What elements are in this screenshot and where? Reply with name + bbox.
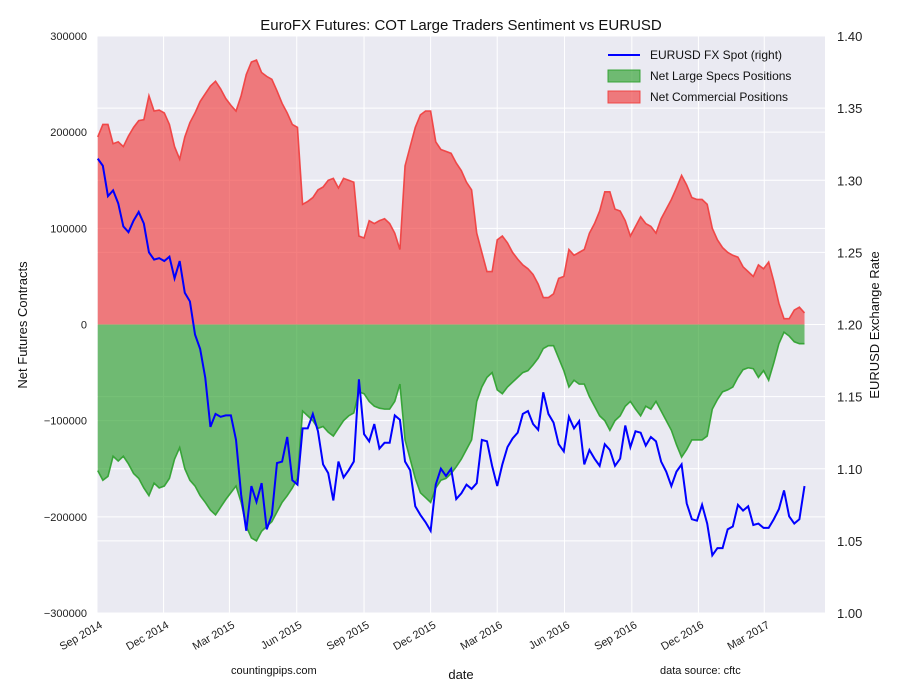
y-tick-right-2: 1.30 xyxy=(837,173,862,188)
x-tick-4: Sep 2015 xyxy=(325,619,372,653)
y-tick-right-4: 1.20 xyxy=(837,318,862,333)
footer-source-left: countingpips.com xyxy=(231,665,317,677)
y-tick-right-5: 1.15 xyxy=(837,390,862,405)
y-tick-right-0: 1.40 xyxy=(837,29,862,44)
x-axis-ticks: Sep 2014 Dec 2014 Mar 2015 Jun 2015 Sep 2015… xyxy=(58,619,772,653)
x-tick-7: Jun 2016 xyxy=(527,619,572,652)
y-axis-label-right: EURUSD Exchange Rate xyxy=(867,251,882,398)
line-series xyxy=(96,158,806,558)
chart-title: EuroFX Futures: COT Large Traders Sentim… xyxy=(260,17,662,34)
legend-swatch-net-large-specs-positions xyxy=(607,69,641,83)
legend-label-eurusd-fx-spot-right: EURUSD FX Spot (right) xyxy=(650,48,782,62)
x-tick-3: Jun 2015 xyxy=(259,619,304,652)
x-tick-6: Mar 2016 xyxy=(458,619,504,653)
legend-swatch-net-commercial-positions xyxy=(607,90,641,104)
footer-source-right: data source: cftc xyxy=(660,665,741,677)
x-tick-9: Dec 2016 xyxy=(659,619,706,653)
right-axis-ticks: 1.40 1.35 1.30 1.25 1.20 1.15 1.10 1.05 1.00 xyxy=(837,29,862,621)
y-axis-label-left: Net Futures Contracts xyxy=(15,261,30,389)
x-tick-2: Mar 2015 xyxy=(191,619,237,653)
line-eurusd-fx-spot-right xyxy=(96,158,806,558)
legend-label-net-large-specs-positions: Net Large Specs Positions xyxy=(650,69,791,83)
y-tick-right-3: 1.25 xyxy=(837,245,862,260)
y-tick-left-3: 0 xyxy=(81,320,87,332)
y-tick-right-8: 1.00 xyxy=(837,606,862,621)
left-axis-ticks: 300000 200000 100000 0 −100000 −200000 −300000 xyxy=(44,31,87,620)
x-tick-5: Dec 2015 xyxy=(391,619,438,653)
y-tick-left-6: −300000 xyxy=(44,608,87,620)
x-tick-10: Mar 2017 xyxy=(726,619,772,653)
legend: EURUSD FX Spot (right) Net Large Specs Po… xyxy=(607,48,791,104)
legend-label-net-commercial-positions: Net Commercial Positions xyxy=(650,90,788,104)
y-tick-right-6: 1.10 xyxy=(837,462,862,477)
x-tick-1: Dec 2014 xyxy=(124,619,171,653)
y-tick-left-1: 200000 xyxy=(50,127,87,139)
y-tick-left-5: −200000 xyxy=(44,512,87,524)
y-tick-left-0: 300000 xyxy=(50,31,87,43)
y-tick-left-2: 100000 xyxy=(50,223,87,235)
y-tick-right-7: 1.05 xyxy=(837,534,862,549)
y-tick-left-4: −100000 xyxy=(44,416,87,428)
area-fill-net-commercial-positions xyxy=(97,60,805,325)
x-tick-8: Sep 2016 xyxy=(593,619,640,653)
y-tick-right-1: 1.35 xyxy=(837,101,862,116)
area-edge-net-commercial-positions xyxy=(96,59,806,320)
x-axis-label: date xyxy=(448,667,473,682)
x-tick-0: Sep 2014 xyxy=(58,619,105,653)
